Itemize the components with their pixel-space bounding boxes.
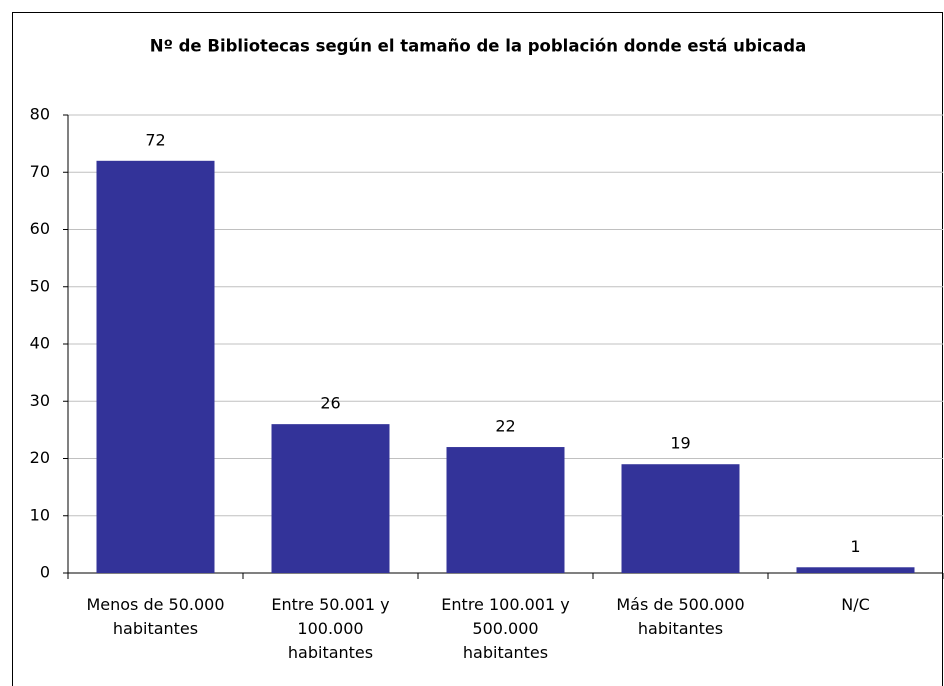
y-tick-label: 80: [30, 105, 50, 124]
y-tick-label: 30: [30, 391, 50, 410]
bar: [621, 464, 740, 573]
y-tick-label: 10: [30, 505, 50, 524]
x-tick-label: Entre 100.001 y 500.000 habitantes: [441, 595, 569, 662]
bar: [96, 160, 215, 574]
y-tick-label: 70: [30, 162, 50, 181]
value-label: 26: [320, 394, 340, 413]
value-label: 19: [670, 434, 690, 453]
value-label: 72: [145, 130, 165, 149]
y-tick-label: 0: [40, 563, 50, 582]
bar: [796, 567, 915, 573]
x-tick-label: N/C: [841, 595, 870, 614]
y-tick-label: 60: [30, 219, 50, 238]
bar: [271, 424, 390, 573]
x-tick-label: Más de 500.000 habitantes: [616, 595, 744, 638]
value-label: 1: [850, 537, 860, 556]
x-tick-label: Entre 50.001 y 100.000 habitantes: [271, 595, 389, 662]
y-tick-label: 20: [30, 448, 50, 467]
y-tick-label: 40: [30, 334, 50, 353]
chart-title: Nº de Bibliotecas según el tamaño de la …: [150, 37, 806, 56]
bar: [446, 447, 565, 573]
y-tick-label: 50: [30, 276, 50, 295]
x-tick-label: Menos de 50.000 habitantes: [86, 595, 224, 638]
value-label: 22: [495, 417, 515, 436]
